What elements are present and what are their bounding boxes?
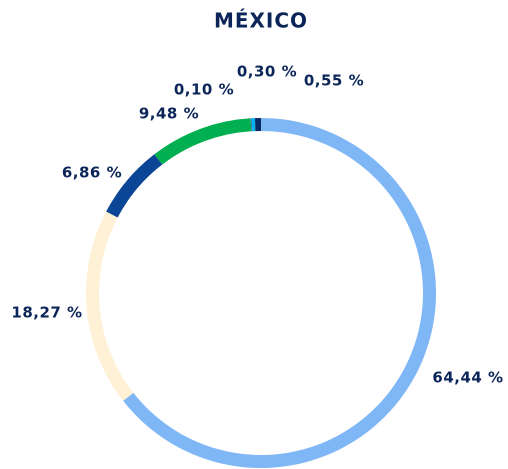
donut-slice: [250, 118, 253, 132]
donut-slice: [86, 211, 134, 401]
data-label: 64,44 %: [432, 369, 503, 387]
data-label: 9,48 %: [139, 105, 199, 123]
donut-slice: [254, 118, 261, 132]
donut-slice: [154, 118, 252, 165]
donut-slice: [251, 118, 256, 132]
donut-slice: [123, 118, 437, 468]
data-label: 6,86 %: [62, 164, 122, 182]
data-label: 0,10 %: [174, 81, 234, 99]
donut-slice: [106, 154, 163, 218]
data-label: 0,30 %: [237, 63, 297, 81]
data-label: 0,55 %: [304, 72, 364, 90]
data-label: 18,27 %: [11, 304, 82, 322]
chart-title: MÉXICO: [214, 9, 308, 33]
